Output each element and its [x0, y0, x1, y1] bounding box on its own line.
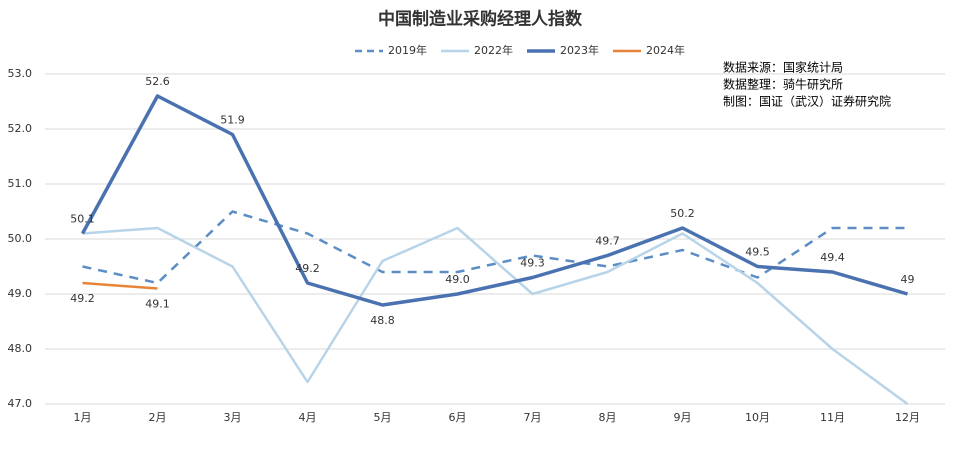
- x-tick-label: 9月: [674, 411, 692, 424]
- series-line: [82, 226, 909, 406]
- data-label: 49.7: [595, 235, 620, 248]
- y-tick-label: 50.0: [8, 232, 33, 245]
- x-tick-label: 8月: [599, 411, 617, 424]
- series-line: [82, 281, 158, 290]
- x-tick-label: 7月: [524, 411, 542, 424]
- legend-label: 2023年: [560, 43, 599, 57]
- x-tick-label: 3月: [224, 411, 242, 424]
- annotation: 制图：国证（武汉）证券研究院: [723, 94, 891, 109]
- y-tick-label: 49.0: [8, 287, 33, 300]
- data-label: 48.8: [370, 314, 395, 327]
- x-tick-label: 5月: [374, 411, 392, 424]
- x-tick-label: 12月: [895, 411, 920, 424]
- data-label: 52.6: [145, 75, 170, 88]
- y-tick-label: 47.0: [8, 397, 33, 410]
- data-label: 49.4: [820, 251, 845, 264]
- x-tick-label: 10月: [745, 411, 770, 424]
- x-tick-label: 6月: [449, 411, 467, 424]
- data-label: 49.2: [70, 292, 95, 305]
- data-label: 49: [901, 273, 915, 286]
- data-label: 49.1: [145, 298, 170, 311]
- data-label: 50.2: [670, 207, 695, 220]
- chart-title: 中国制造业采购经理人指数: [378, 9, 583, 30]
- annotation: 数据来源：国家统计局: [723, 60, 843, 75]
- y-tick-label: 51.0: [8, 177, 33, 190]
- legend-label: 2024年: [646, 43, 685, 57]
- annotation: 数据整理：骑牛研究所: [723, 77, 843, 92]
- y-tick-label: 48.0: [8, 342, 33, 355]
- y-tick-label: 52.0: [8, 122, 33, 135]
- series-line: [82, 210, 908, 285]
- y-tick-label: 53.0: [8, 67, 33, 80]
- data-label: 49.2: [295, 262, 320, 275]
- data-label: 50.1: [70, 213, 95, 226]
- data-label: 51.9: [220, 114, 245, 127]
- x-tick-label: 1月: [74, 411, 92, 424]
- data-label: 49.3: [520, 257, 545, 270]
- legend-label: 2022年: [474, 43, 513, 57]
- legend-label: 2019年: [388, 43, 427, 57]
- x-tick-label: 4月: [299, 411, 317, 424]
- series-line: [80, 94, 908, 307]
- data-label: 49.5: [745, 246, 770, 259]
- x-tick-label: 11月: [820, 411, 845, 424]
- x-tick-label: 2月: [149, 411, 167, 424]
- data-label: 49.0: [445, 273, 470, 286]
